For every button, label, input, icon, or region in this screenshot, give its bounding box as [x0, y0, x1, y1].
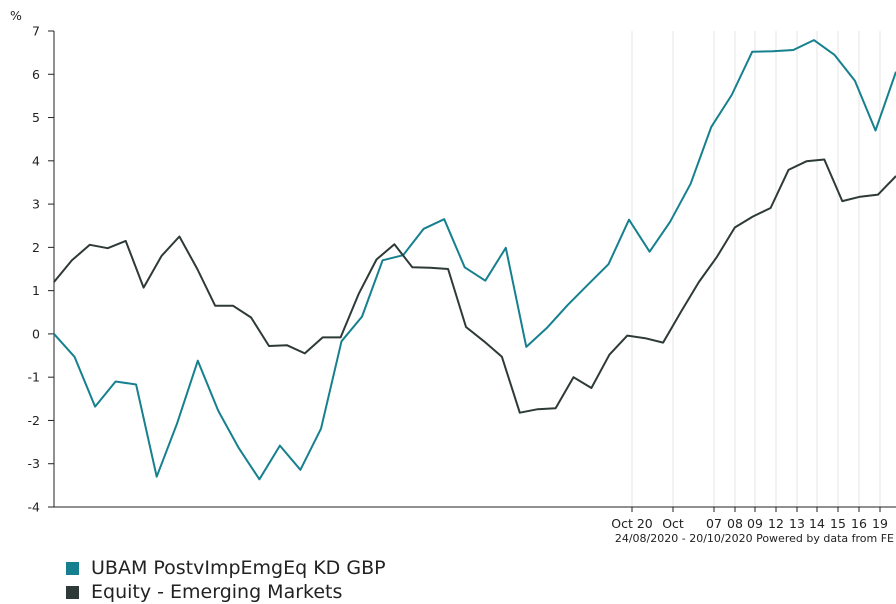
- y-tick-label-7: 0: [32, 326, 40, 341]
- legend: UBAM PostvImpEmgEq KD GBP Equity - Emerg…: [66, 556, 386, 604]
- y-tick-label-10: -3: [28, 456, 40, 471]
- series-line-fund: [53, 39, 896, 481]
- y-tick-label-1: 6: [32, 67, 40, 82]
- x-tick-labels: Oct 20 Oct 07 08 09 12 13 14 15 16 19: [611, 507, 888, 531]
- series-line-sector: [53, 158, 896, 414]
- line-chart: % 7 6 5 4 3 2 1 0 -1 -2 -3 -4 Oct 20 Oct 07 08 09 12 13 14…: [10, 8, 896, 545]
- legend-label-sector: Equity - Emerging Markets: [91, 581, 343, 603]
- y-tick-label-8: -1: [28, 370, 40, 385]
- y-tick-label-0: 7: [32, 24, 40, 39]
- y-tick-label-9: -2: [28, 413, 40, 428]
- x-tick-label-5: 12: [768, 516, 784, 531]
- x-tick-label-7: 14: [809, 516, 825, 531]
- legend-swatch-fund: [66, 561, 79, 575]
- x-tick-label-9: 16: [851, 516, 867, 531]
- y-tick-label-2: 5: [32, 110, 40, 125]
- x-tick-label-8: 15: [830, 516, 846, 531]
- x-tick-label-0: Oct 20: [611, 516, 653, 531]
- legend-item-fund[interactable]: UBAM PostvImpEmgEq KD GBP: [66, 556, 386, 580]
- x-tick-label-1: Oct: [662, 516, 684, 531]
- y-tick-label-5: 2: [32, 240, 40, 255]
- y-axis-label: %: [10, 8, 22, 23]
- legend-swatch-sector: [66, 585, 79, 599]
- chart-caption: 24/08/2020 - 20/10/2020 Powered by data …: [615, 532, 894, 545]
- x-tick-label-6: 13: [789, 516, 805, 531]
- legend-item-sector[interactable]: Equity - Emerging Markets: [66, 580, 386, 604]
- x-tick-label-2: 07: [706, 516, 722, 531]
- y-tick-label-4: 3: [32, 197, 40, 212]
- y-tick-label-3: 4: [32, 153, 40, 168]
- x-tick-label-4: 09: [747, 516, 763, 531]
- y-tick-label-11: -4: [28, 500, 41, 515]
- vertical-gridlines: [631, 31, 881, 507]
- y-tick-label-6: 1: [32, 283, 40, 298]
- legend-label-fund: UBAM PostvImpEmgEq KD GBP: [91, 557, 386, 579]
- x-tick-label-3: 08: [727, 516, 743, 531]
- x-tick-label-10: 19: [872, 516, 888, 531]
- y-tick-labels: 7 6 5 4 3 2 1 0 -1 -2 -3 -4: [28, 24, 54, 515]
- series-lines: [53, 39, 896, 481]
